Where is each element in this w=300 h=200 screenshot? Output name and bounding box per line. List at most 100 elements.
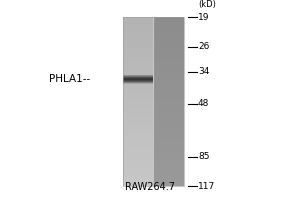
Bar (123, 89, 153, 90)
Bar (154, 60, 184, 61)
Bar (123, 38, 153, 39)
Bar (123, 102, 153, 103)
Bar (123, 92, 153, 93)
Bar (123, 85, 153, 86)
Bar (123, 124, 153, 125)
Bar (154, 99, 184, 100)
Bar (123, 87, 153, 88)
Bar (154, 116, 184, 117)
Bar (123, 60, 153, 61)
Bar (154, 93, 184, 94)
Bar (123, 170, 153, 171)
Bar (123, 86, 153, 88)
Bar (123, 76, 153, 77)
Bar (154, 148, 184, 149)
Bar (154, 84, 184, 85)
Bar (154, 91, 184, 92)
Bar (123, 141, 153, 142)
Bar (154, 41, 184, 42)
Bar (123, 155, 153, 156)
Bar (123, 81, 153, 82)
Bar (154, 130, 184, 131)
Bar (154, 70, 184, 71)
Bar (123, 44, 153, 45)
Bar (154, 170, 184, 171)
Bar (123, 137, 153, 138)
Bar (154, 58, 184, 59)
Bar (154, 119, 184, 120)
Bar (123, 181, 153, 182)
Bar (123, 176, 153, 177)
Text: 26: 26 (198, 42, 209, 51)
Bar (154, 59, 184, 60)
Bar (154, 174, 184, 175)
Bar (123, 157, 153, 158)
Bar (123, 77, 153, 78)
Bar (154, 135, 184, 136)
Bar (154, 30, 184, 31)
Bar (154, 165, 184, 166)
Bar (154, 150, 184, 151)
Bar (154, 161, 184, 162)
Bar (123, 124, 153, 125)
Bar (154, 70, 184, 71)
Bar (154, 100, 184, 101)
Bar (154, 80, 184, 81)
Bar (154, 63, 184, 64)
Bar (154, 119, 184, 120)
Bar (154, 143, 184, 144)
Bar (123, 173, 153, 174)
Bar (123, 138, 153, 139)
Bar (123, 37, 153, 38)
Bar (123, 174, 153, 175)
Bar (154, 107, 184, 108)
Bar (154, 42, 184, 43)
Bar (154, 108, 184, 109)
Bar (154, 83, 184, 84)
Bar (154, 38, 184, 39)
Bar (154, 27, 184, 28)
Bar (154, 103, 184, 104)
Bar (154, 162, 184, 163)
Bar (123, 132, 153, 133)
Bar (154, 81, 184, 82)
Bar (123, 70, 153, 71)
Bar (123, 127, 153, 128)
Bar (154, 111, 184, 112)
Bar (123, 83, 153, 84)
Bar (154, 71, 184, 72)
Bar (123, 162, 153, 163)
Bar (123, 99, 153, 100)
Bar (123, 122, 153, 123)
Bar (154, 68, 184, 69)
Bar (123, 57, 153, 58)
Bar (123, 46, 153, 47)
Bar (154, 38, 184, 39)
Bar (123, 56, 153, 57)
Bar (154, 108, 184, 109)
Bar (154, 43, 184, 44)
Bar (154, 73, 184, 74)
Bar (154, 96, 184, 97)
Bar (123, 20, 153, 21)
Bar (154, 104, 184, 105)
Bar (123, 131, 153, 132)
Bar (123, 146, 153, 147)
Bar (123, 165, 153, 166)
Bar (123, 93, 153, 94)
Bar (123, 140, 153, 141)
Bar (154, 54, 184, 55)
Bar (154, 47, 184, 48)
Bar (154, 164, 184, 165)
Bar (154, 48, 184, 49)
Bar (154, 122, 184, 123)
Bar (154, 146, 184, 147)
Bar (154, 20, 184, 21)
Bar (154, 69, 184, 70)
Bar (154, 61, 184, 62)
Bar (123, 171, 153, 172)
Bar (154, 24, 184, 25)
Bar (154, 54, 184, 55)
Bar (123, 151, 153, 153)
Bar (154, 180, 184, 181)
